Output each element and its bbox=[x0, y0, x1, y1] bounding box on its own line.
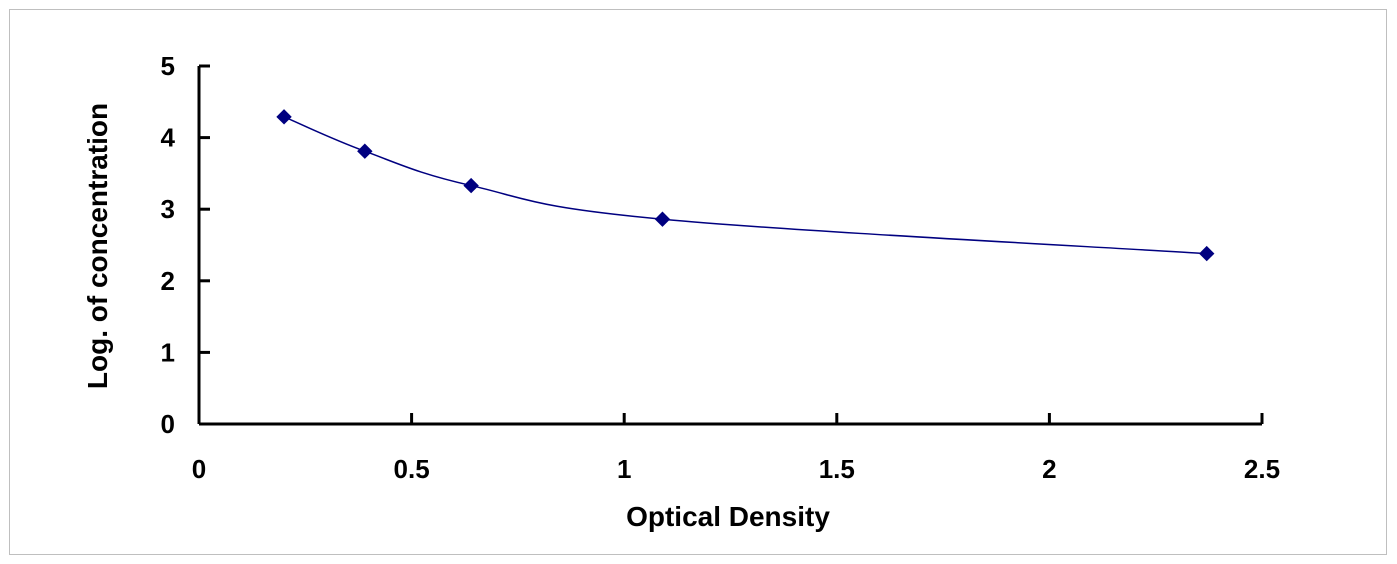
x-tick-label: 0 bbox=[192, 454, 206, 484]
y-tick-label: 5 bbox=[161, 51, 175, 81]
tick-labels: 0 0.5 1 1.5 2 2.5 0 1 2 3 4 5 bbox=[161, 51, 1281, 484]
x-tick-label: 0.5 bbox=[394, 454, 430, 484]
y-tick-label: 4 bbox=[161, 123, 176, 153]
data-point bbox=[463, 177, 479, 194]
y-tick-label: 1 bbox=[161, 337, 175, 367]
x-axis-title: Optical Density bbox=[626, 501, 830, 532]
y-tick-label: 2 bbox=[161, 266, 175, 296]
axis-ticks bbox=[197, 64, 1264, 426]
y-tick-label: 3 bbox=[161, 194, 175, 224]
x-tick-label: 2 bbox=[1042, 454, 1056, 484]
x-tick-label: 1 bbox=[617, 454, 631, 484]
data-point bbox=[1199, 245, 1215, 262]
data-point bbox=[654, 211, 671, 227]
y-tick-label: 0 bbox=[161, 409, 175, 439]
axes bbox=[197, 66, 1262, 426]
y-axis-title: Log. of concentration bbox=[82, 103, 113, 389]
data-point bbox=[357, 143, 373, 159]
x-tick-label: 2.5 bbox=[1244, 454, 1280, 484]
chart-frame bbox=[9, 9, 1387, 555]
x-tick-label: 1.5 bbox=[819, 454, 855, 484]
data-points bbox=[276, 109, 1215, 262]
data-point bbox=[276, 109, 292, 125]
series-curve bbox=[283, 116, 1207, 255]
